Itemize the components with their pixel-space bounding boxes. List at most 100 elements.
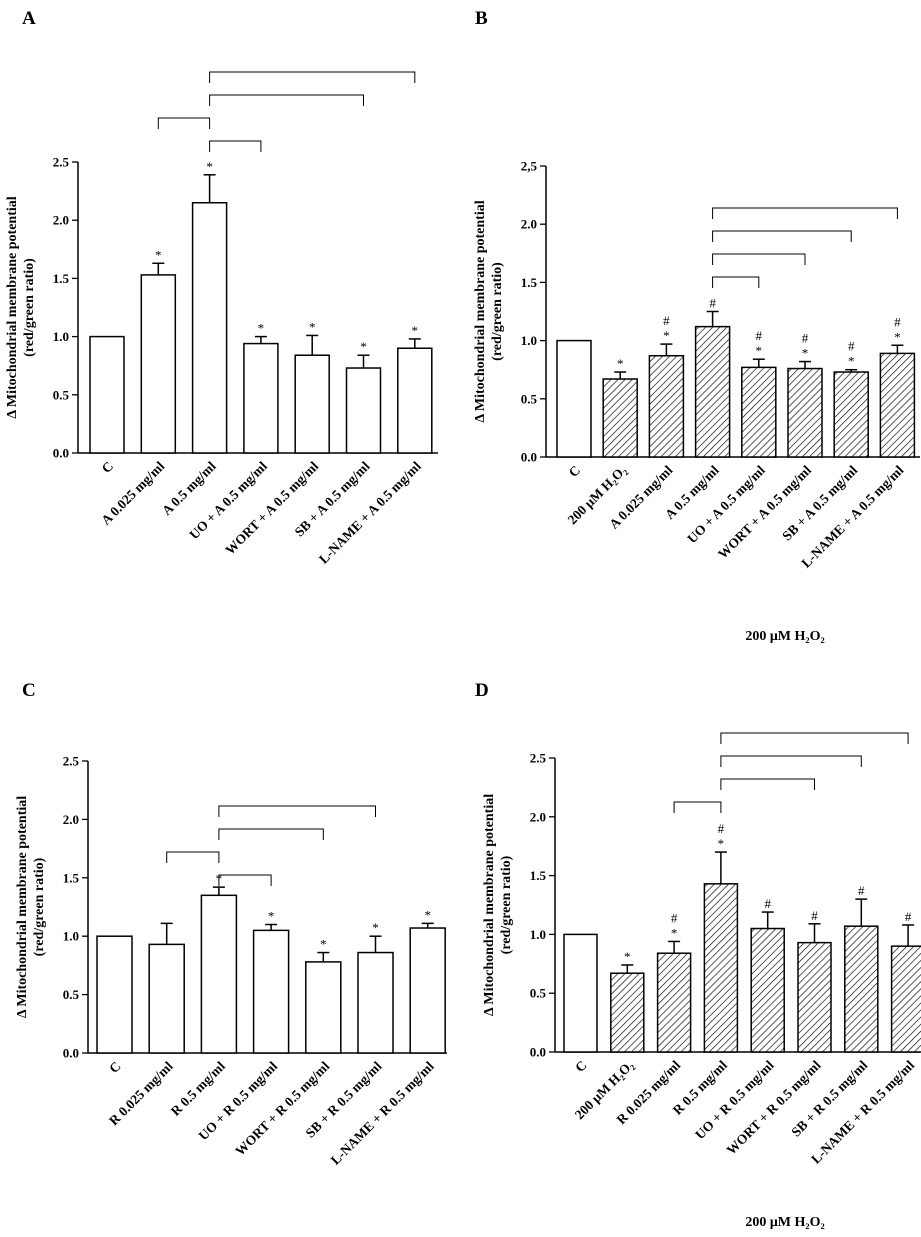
chart-b: 0.0 0.5 1.0 1.5 2.0 2,5 Δ Mitochondrial membra…: [473, 159, 920, 571]
y-tick-label: 2.0: [63, 812, 79, 827]
treatment-label-b: 200 μM H₂O₂: [745, 629, 824, 644]
significance-star: *: [424, 907, 431, 922]
x-category-label: UO + R 0.5 mg/ml: [692, 1057, 777, 1142]
x-category-label: C: [566, 463, 584, 481]
bar: [694, 325, 731, 458]
comparison-bracket: [712, 253, 806, 265]
significance-hash: #: [756, 328, 763, 343]
y-tick-label: 0.0: [521, 450, 537, 465]
bar: [703, 883, 739, 1053]
y-tick-label: 1.5: [63, 870, 80, 885]
significance-hash: #: [764, 896, 771, 911]
comparison-bracket: [712, 276, 760, 288]
y-tick-label: 2.0: [530, 809, 546, 824]
significance-star: *: [268, 909, 275, 924]
bar: [556, 339, 592, 458]
bar: [148, 943, 185, 1054]
bar: [357, 951, 394, 1054]
y-axis-label: (red/green ratio): [32, 857, 47, 956]
significance-star: *: [671, 925, 678, 940]
y-tick-label: 2.5: [53, 155, 70, 170]
bar: [345, 367, 382, 454]
significance-hash: #: [663, 313, 670, 328]
chart-a: 0.0 0.5 1.0 1.5 2.0 2.5 Δ Mitochondrial membra…: [5, 71, 438, 567]
bar: [648, 354, 685, 458]
comparison-bracket: [209, 94, 364, 106]
panel-letter-b: B: [475, 8, 488, 29]
significance-star: *: [617, 356, 624, 371]
panel-letter-a: A: [22, 8, 36, 29]
bar: [89, 335, 125, 454]
bar: [243, 342, 279, 454]
significance-star: *: [848, 354, 855, 369]
significance-hash: #: [894, 314, 901, 329]
y-tick-label: 0.0: [53, 446, 69, 461]
x-category-label: WORT + A 0.5 mg/ml: [222, 458, 321, 557]
comparison-bracket: [218, 874, 272, 886]
y-tick-label: 0.5: [63, 987, 80, 1002]
y-tick-label: 0.5: [530, 986, 547, 1001]
significance-star: *: [320, 937, 327, 952]
bar: [200, 894, 238, 1054]
panel-c: C 0.0 0.5 1.0 1.5 2.0 2.5 Δ Mitochondrial memb…: [15, 680, 447, 1168]
y-tick-label: 1.5: [530, 868, 547, 883]
significance-star: *: [155, 247, 162, 262]
significance-star: *: [663, 328, 670, 343]
bar: [409, 927, 446, 1054]
comparison-bracket: [209, 140, 262, 152]
y-tick-label: 1.0: [521, 333, 537, 348]
bar: [294, 354, 330, 454]
chart-c: 0.0 0.5 1.0 1.5 2.0 2.5 Δ Mitochondrial membra…: [15, 754, 447, 1168]
y-axis-label: (red/green ratio): [490, 262, 505, 361]
y-axis-label: (red/green ratio): [499, 855, 514, 954]
y-axis-label: Δ Mitochondrial membrane potential: [15, 796, 30, 1018]
chart-d: 0.0 0.5 1.0 1.5 2.0 2.5 Δ Mitochondrial membra…: [482, 732, 921, 1167]
y-tick-label: 0.0: [63, 1046, 79, 1061]
comparison-bracket: [712, 207, 898, 219]
x-category-label: C: [572, 1058, 590, 1076]
x-category-label: L-NAME + A 0.5 mg/ml: [316, 458, 424, 566]
y-tick-label: 2.0: [53, 213, 69, 228]
comparison-bracket: [712, 230, 852, 242]
significance-star: *: [206, 159, 213, 174]
comparison-bracket: [166, 851, 220, 863]
y-axis-label: Δ Mitochondrial membrane potential: [473, 200, 488, 422]
y-tick-label: 2,5: [521, 159, 538, 174]
comparison-bracket: [673, 801, 722, 813]
x-category-label: L-NAME + R 0.5 mg/ml: [328, 1058, 437, 1167]
treatment-label-d: 200 μM H₂O₂: [745, 1215, 824, 1230]
significance-hash: #: [905, 909, 912, 924]
significance-hash: #: [718, 821, 725, 836]
bar: [305, 961, 342, 1054]
significance-star: *: [309, 319, 316, 334]
x-category-label: WORT + R 0.5 mg/ml: [232, 1058, 332, 1158]
panel-letter-c: C: [22, 680, 36, 701]
y-tick-label: 1.5: [521, 275, 538, 290]
bar: [96, 935, 133, 1054]
bar: [656, 952, 692, 1053]
comparison-bracket: [720, 755, 862, 767]
significance-hash: #: [671, 910, 678, 925]
comparison-bracket: [720, 732, 909, 744]
panel-letter-d: D: [475, 680, 489, 701]
y-tick-label: 2.5: [530, 751, 547, 766]
bar: [397, 347, 433, 454]
bar: [610, 972, 645, 1053]
significance-hash: #: [848, 339, 855, 354]
bar: [797, 941, 832, 1053]
significance-star: *: [360, 339, 367, 354]
significance-hash: #: [802, 331, 809, 346]
significance-star: *: [802, 346, 809, 361]
y-tick-label: 1.0: [530, 927, 546, 942]
y-tick-label: 0.0: [530, 1045, 546, 1060]
y-axis-label: (red/green ratio): [22, 258, 37, 357]
significance-star: *: [756, 343, 763, 358]
significance-hash: #: [811, 908, 818, 923]
significance-star: *: [718, 836, 725, 851]
bar: [563, 933, 598, 1053]
comparison-bracket: [218, 805, 376, 817]
y-tick-label: 0.5: [53, 387, 70, 402]
y-tick-label: 1.5: [53, 271, 70, 286]
bar: [890, 945, 921, 1053]
panel-a: A 0.0 0.5 1.0 1.5 2.0 2.5 Δ Mitochondrial memb…: [5, 8, 438, 567]
